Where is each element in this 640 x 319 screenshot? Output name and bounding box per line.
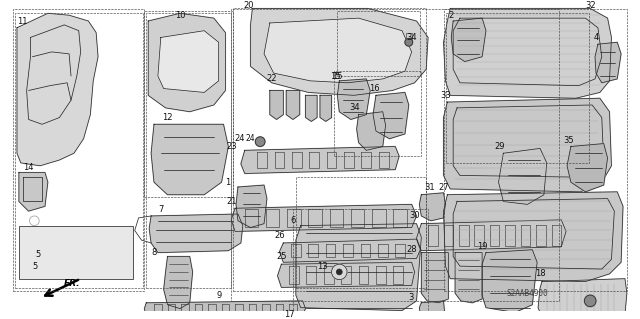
Text: 9: 9 bbox=[216, 291, 221, 300]
Text: 20: 20 bbox=[243, 1, 254, 10]
Text: 4: 4 bbox=[593, 33, 598, 42]
Text: 16: 16 bbox=[369, 84, 380, 93]
Text: 19: 19 bbox=[477, 242, 488, 251]
Polygon shape bbox=[17, 13, 98, 166]
Polygon shape bbox=[241, 146, 399, 174]
Text: 32: 32 bbox=[585, 1, 595, 10]
Polygon shape bbox=[337, 79, 370, 119]
Polygon shape bbox=[417, 220, 566, 251]
Text: 15: 15 bbox=[330, 71, 340, 80]
Bar bbox=[147, 13, 231, 288]
Polygon shape bbox=[419, 193, 445, 221]
Circle shape bbox=[255, 137, 265, 146]
Polygon shape bbox=[19, 173, 48, 211]
Bar bbox=[231, 10, 559, 301]
Polygon shape bbox=[280, 239, 420, 262]
Circle shape bbox=[405, 38, 413, 46]
Polygon shape bbox=[444, 9, 611, 98]
Text: 12: 12 bbox=[163, 113, 173, 122]
Polygon shape bbox=[148, 13, 225, 112]
Bar bbox=[13, 10, 145, 291]
Text: 21: 21 bbox=[226, 197, 236, 206]
Bar bbox=[335, 71, 421, 156]
Bar bbox=[337, 11, 420, 76]
Polygon shape bbox=[296, 224, 421, 310]
Polygon shape bbox=[444, 98, 611, 192]
Polygon shape bbox=[149, 214, 243, 253]
Polygon shape bbox=[264, 18, 412, 83]
Text: 34: 34 bbox=[349, 103, 360, 112]
Text: 28: 28 bbox=[406, 245, 417, 254]
Bar bbox=[293, 209, 428, 319]
Polygon shape bbox=[145, 301, 305, 316]
Text: 35: 35 bbox=[564, 136, 574, 145]
Bar bbox=[444, 10, 627, 291]
Circle shape bbox=[584, 295, 596, 307]
Text: 33: 33 bbox=[440, 91, 451, 100]
Text: 22: 22 bbox=[266, 74, 277, 84]
Bar bbox=[296, 177, 426, 288]
Polygon shape bbox=[373, 93, 409, 139]
Polygon shape bbox=[419, 301, 445, 319]
Polygon shape bbox=[270, 91, 284, 119]
Circle shape bbox=[337, 269, 342, 275]
Polygon shape bbox=[595, 42, 621, 83]
Polygon shape bbox=[305, 95, 317, 122]
Polygon shape bbox=[236, 185, 267, 227]
Text: 11: 11 bbox=[17, 17, 28, 26]
Polygon shape bbox=[286, 91, 300, 119]
Polygon shape bbox=[538, 279, 627, 317]
Polygon shape bbox=[356, 112, 386, 150]
Polygon shape bbox=[499, 148, 547, 204]
Text: 1: 1 bbox=[225, 178, 230, 187]
Text: 24: 24 bbox=[246, 134, 255, 143]
Text: 26: 26 bbox=[274, 231, 285, 240]
Text: 34: 34 bbox=[406, 33, 417, 42]
Polygon shape bbox=[482, 250, 537, 313]
Text: S2AAB4900: S2AAB4900 bbox=[507, 289, 548, 298]
Text: 23: 23 bbox=[226, 142, 237, 151]
Text: 3: 3 bbox=[408, 293, 413, 302]
Text: 8: 8 bbox=[151, 248, 157, 257]
Text: 27: 27 bbox=[438, 182, 449, 191]
Text: 30: 30 bbox=[409, 211, 420, 220]
Text: 29: 29 bbox=[494, 142, 505, 151]
Text: 13: 13 bbox=[317, 262, 327, 271]
Text: 6: 6 bbox=[291, 216, 296, 225]
Text: 24: 24 bbox=[235, 134, 245, 143]
Polygon shape bbox=[231, 204, 417, 231]
Polygon shape bbox=[451, 18, 486, 62]
Text: 5: 5 bbox=[33, 262, 38, 271]
Text: 18: 18 bbox=[534, 269, 545, 278]
Circle shape bbox=[332, 264, 347, 280]
Polygon shape bbox=[164, 256, 193, 308]
Text: 7: 7 bbox=[158, 205, 163, 214]
Text: 14: 14 bbox=[23, 163, 34, 172]
Polygon shape bbox=[421, 253, 449, 303]
Bar bbox=[145, 11, 233, 197]
Polygon shape bbox=[455, 253, 482, 303]
Text: 25: 25 bbox=[276, 252, 287, 261]
Text: FR.: FR. bbox=[64, 279, 81, 288]
Text: 10: 10 bbox=[175, 11, 186, 20]
Bar bbox=[15, 13, 143, 288]
Text: 2: 2 bbox=[449, 11, 454, 20]
Text: 15: 15 bbox=[332, 71, 342, 80]
Polygon shape bbox=[278, 262, 415, 287]
Text: 17: 17 bbox=[284, 310, 294, 319]
Bar bbox=[447, 13, 589, 163]
Bar bbox=[19, 226, 132, 279]
Text: 5: 5 bbox=[36, 250, 41, 259]
Polygon shape bbox=[567, 144, 607, 192]
Polygon shape bbox=[250, 9, 428, 95]
Polygon shape bbox=[444, 192, 623, 282]
Polygon shape bbox=[158, 31, 219, 93]
Bar bbox=[233, 9, 426, 291]
Polygon shape bbox=[320, 95, 332, 122]
Text: 31: 31 bbox=[425, 182, 435, 191]
Polygon shape bbox=[151, 124, 228, 195]
